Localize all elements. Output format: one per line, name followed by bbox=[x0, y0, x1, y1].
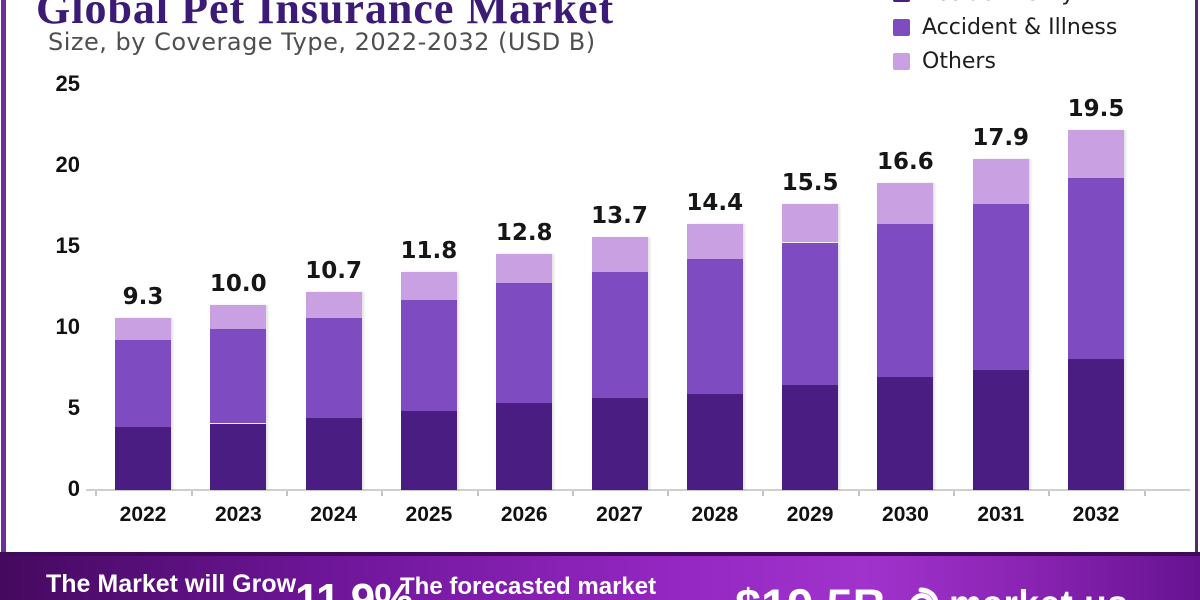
bar-total-label: 9.3 bbox=[122, 284, 164, 311]
bar-segment-accident-only bbox=[877, 377, 934, 490]
bar-segment-accident-only bbox=[115, 427, 171, 490]
bar-segment-accident-illness bbox=[782, 242, 839, 385]
legend-label: Accident & Illness bbox=[922, 14, 1118, 40]
bar-total-label: 13.7 bbox=[591, 202, 648, 229]
x-axis-year-label: 2032 bbox=[1072, 503, 1120, 526]
legend-label: Accident Only bbox=[922, 0, 1074, 6]
bar-total-label: 14.4 bbox=[686, 190, 744, 217]
bar-total-label: 10.0 bbox=[209, 271, 267, 298]
bar-segment-others bbox=[305, 292, 362, 319]
bar-segment-others bbox=[782, 203, 839, 243]
x-axis-year-label: 2024 bbox=[310, 503, 357, 526]
bar-segment-accident-illness bbox=[115, 340, 171, 428]
bar-segment-others bbox=[400, 272, 457, 300]
bar-total-label: 10.7 bbox=[305, 258, 362, 285]
banner-text-forecast: The forecasted market bbox=[400, 573, 657, 600]
page-title: Global Pet Insurance Market bbox=[36, 0, 615, 33]
bar-segment-accident-only bbox=[1068, 358, 1124, 490]
bar-segment-accident-only bbox=[305, 417, 362, 490]
x-axis-year-label: 2025 bbox=[405, 503, 453, 526]
legend-swatch bbox=[893, 18, 910, 36]
x-axis-tick bbox=[476, 491, 479, 496]
spiral-logo-icon bbox=[910, 587, 938, 600]
x-axis-tick bbox=[190, 491, 193, 496]
bar-total-label: 11.8 bbox=[400, 238, 458, 265]
bar-segment-accident-only bbox=[400, 410, 457, 490]
bar-segment-others bbox=[115, 318, 171, 341]
bottom-banner: The Market will Grow 11.9% The forecaste… bbox=[0, 552, 1200, 600]
legend-item: Accident Only bbox=[893, 0, 1117, 10]
bar-segment-others bbox=[591, 236, 648, 273]
x-axis-tick bbox=[1143, 491, 1146, 496]
bar-segment-accident-illness bbox=[591, 272, 648, 398]
x-axis-tick bbox=[1048, 491, 1051, 496]
bar-segment-accident-only bbox=[496, 403, 553, 490]
bar-segment-accident-illness bbox=[686, 259, 743, 394]
x-axis-tick bbox=[762, 491, 765, 496]
x-axis-tick bbox=[857, 491, 860, 496]
bar-total-label: 16.6 bbox=[877, 149, 934, 176]
x-axis-year-label: 2031 bbox=[977, 503, 1025, 526]
legend-swatch bbox=[893, 52, 910, 70]
bar-segment-accident-only bbox=[686, 393, 743, 490]
x-axis-year-label: 2028 bbox=[691, 503, 739, 526]
chart-legend: Accident Only Accident & Illness Others bbox=[893, 0, 1117, 78]
x-axis-line bbox=[86, 489, 1190, 491]
bar-segment-accident-only bbox=[782, 384, 839, 490]
legend-swatch bbox=[893, 0, 910, 2]
y-axis-tick-label: 0 bbox=[67, 476, 80, 501]
bar-segment-accident-illness bbox=[496, 283, 553, 404]
bar-segment-accident-illness bbox=[877, 224, 934, 378]
bar-segment-others bbox=[972, 159, 1029, 204]
bar-segment-others bbox=[210, 305, 267, 330]
x-axis-year-label: 2027 bbox=[596, 503, 643, 526]
legend-item: Accident & Illness bbox=[893, 10, 1117, 44]
bar-total-label: 12.8 bbox=[495, 219, 553, 246]
x-axis-tick bbox=[571, 491, 574, 496]
legend-item: Others bbox=[893, 44, 1117, 78]
bar-segment-accident-illness bbox=[400, 299, 457, 411]
y-axis-tick-label: 20 bbox=[55, 152, 80, 177]
y-axis-tick-label: 25 bbox=[55, 71, 80, 96]
bar-segment-others bbox=[686, 224, 743, 260]
bar-segment-others bbox=[496, 253, 553, 284]
brand-name: market.us bbox=[949, 583, 1128, 600]
bar-segment-others bbox=[877, 183, 934, 225]
bar-segment-accident-only bbox=[591, 397, 648, 490]
legend-label: Others bbox=[922, 48, 996, 74]
x-axis-year-label: 2026 bbox=[500, 503, 548, 526]
page-subtitle: Size, by Coverage Type, 2022-2032 (USD B… bbox=[48, 28, 596, 56]
right-frame-border bbox=[1195, 0, 1198, 552]
x-axis-tick bbox=[667, 491, 670, 496]
bar-total-label: 19.5 bbox=[1067, 95, 1125, 122]
bar-segment-accident-only bbox=[210, 423, 267, 490]
x-axis-tick bbox=[953, 491, 956, 496]
banner-cagr-value: 11.9% bbox=[295, 575, 413, 600]
banner-market-value: $19.5B bbox=[735, 578, 887, 600]
x-axis-year-label: 2022 bbox=[119, 503, 167, 526]
y-axis-tick-label: 5 bbox=[67, 395, 80, 420]
bar-segment-accident-illness bbox=[305, 318, 362, 418]
bar-segment-accident-illness bbox=[210, 329, 267, 424]
banner-text-grow: The Market will Grow bbox=[46, 570, 297, 598]
left-frame-border bbox=[1, 0, 6, 552]
bar-segment-accident-illness bbox=[1068, 177, 1124, 359]
bar-segment-accident-illness bbox=[972, 203, 1029, 370]
x-axis-tick bbox=[285, 491, 288, 496]
bar-segment-accident-only bbox=[972, 369, 1029, 490]
x-axis-year-label: 2029 bbox=[786, 503, 834, 526]
bar-segment-others bbox=[1068, 129, 1124, 178]
y-axis-tick-label: 10 bbox=[55, 314, 80, 339]
x-axis-year-label: 2030 bbox=[882, 503, 929, 526]
y-axis-tick-label: 15 bbox=[55, 233, 80, 258]
bar-total-label: 17.9 bbox=[972, 125, 1030, 152]
bar-total-label: 15.5 bbox=[781, 169, 839, 196]
brand-logo: market.us bbox=[903, 583, 1128, 600]
x-axis-tick bbox=[95, 491, 98, 496]
x-axis-year-label: 2023 bbox=[214, 503, 262, 526]
x-axis-tick bbox=[381, 491, 384, 496]
